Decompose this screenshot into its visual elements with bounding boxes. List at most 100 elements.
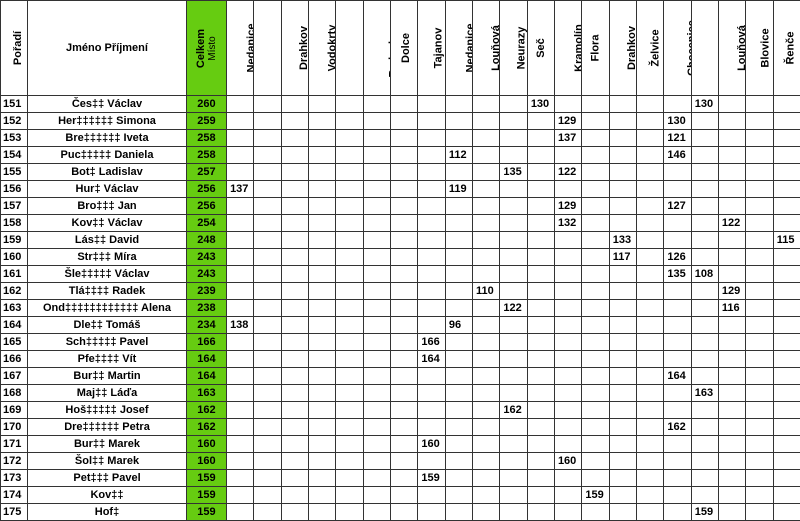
header-place: Drahkov [281,1,308,96]
score-cell [582,470,609,487]
score-cell [309,351,336,368]
score-cell [418,283,445,300]
score-cell [336,487,363,504]
score-cell [554,470,581,487]
rank-cell: 171 [1,436,28,453]
score-cell: 164 [664,368,691,385]
score-cell [336,368,363,385]
score-cell [309,368,336,385]
score-cell [254,232,281,249]
score-cell [309,266,336,283]
score-cell [363,266,390,283]
score-cell: 164 [418,351,445,368]
score-cell: 129 [554,113,581,130]
score-cell [227,249,254,266]
score-cell [773,334,800,351]
score-cell [445,402,472,419]
score-cell [773,147,800,164]
score-cell [773,300,800,317]
score-cell [691,334,718,351]
score-cell [309,385,336,402]
score-cell [472,402,499,419]
score-cell [582,113,609,130]
rank-cell: 151 [1,96,28,113]
score-cell [609,198,636,215]
score-cell [527,402,554,419]
name-cell: Puc‡‡‡‡‡ Daniela [28,147,187,164]
score-cell [391,300,418,317]
score-cell [582,266,609,283]
score-cell: 162 [664,419,691,436]
score-cell [445,215,472,232]
score-cell [391,181,418,198]
score-cell [746,249,773,266]
score-cell [227,402,254,419]
rank-cell: 174 [1,487,28,504]
total-cell: 258 [186,130,226,147]
score-cell [445,232,472,249]
score-cell [309,317,336,334]
score-cell [227,436,254,453]
score-cell [227,385,254,402]
score-cell: 122 [554,164,581,181]
score-cell [718,317,745,334]
score-cell [281,198,308,215]
score-cell [718,368,745,385]
score-cell [363,419,390,436]
score-cell [636,385,663,402]
score-cell [664,385,691,402]
score-cell [363,487,390,504]
score-cell [554,487,581,504]
score-cell [582,402,609,419]
score-cell: 146 [664,147,691,164]
score-cell [609,385,636,402]
score-cell [582,300,609,317]
score-cell: 129 [718,283,745,300]
header-place-label: Řenče [784,31,796,64]
score-cell [773,130,800,147]
rank-cell: 170 [1,419,28,436]
score-cell [636,215,663,232]
score-cell: 115 [773,232,800,249]
score-cell: 132 [554,215,581,232]
score-cell [472,368,499,385]
total-cell: 248 [186,232,226,249]
score-cell [281,96,308,113]
score-cell: 96 [445,317,472,334]
score-cell [554,436,581,453]
score-cell [691,130,718,147]
score-cell [664,300,691,317]
score-cell [500,368,527,385]
name-cell: Str‡‡‡ Míra [28,249,187,266]
score-cell [500,385,527,402]
score-cell [773,215,800,232]
score-cell [227,130,254,147]
score-cell [746,232,773,249]
score-cell [773,436,800,453]
score-cell [309,334,336,351]
score-cell [418,147,445,164]
score-cell [227,215,254,232]
score-cell [391,351,418,368]
score-cell: 112 [445,147,472,164]
score-cell [691,249,718,266]
score-cell [336,317,363,334]
score-cell [472,215,499,232]
score-cell [227,470,254,487]
score-cell [609,96,636,113]
score-cell [746,402,773,419]
score-cell [582,198,609,215]
score-cell: 133 [609,232,636,249]
score-cell [418,215,445,232]
header-place-label: Louňová [490,25,500,71]
score-cell [363,164,390,181]
score-cell [336,300,363,317]
score-cell [718,266,745,283]
score-cell [609,164,636,181]
score-cell [636,283,663,300]
score-cell [336,147,363,164]
